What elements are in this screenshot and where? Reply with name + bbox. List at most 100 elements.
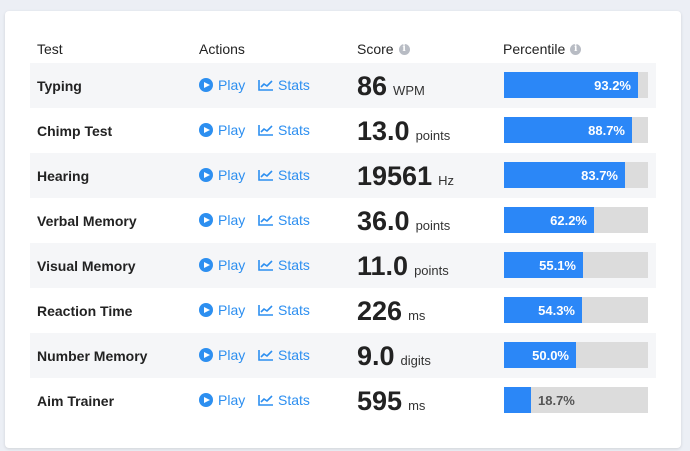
percentile-bar-fill [504,207,594,233]
test-name: Number Memory [37,348,148,364]
score-value: 13.0 [357,116,410,146]
score-unit: ms [408,398,426,413]
stats-button[interactable]: Stats [258,257,310,273]
percentile-bar: 50.0% [504,342,648,368]
play-label: Play [218,302,246,318]
percentile-label: 88.7% [588,123,625,138]
play-button[interactable]: Play [199,212,245,228]
score-unit: WPM [393,83,425,98]
play-label: Play [218,167,246,183]
play-icon [199,168,213,182]
stats-label: Stats [278,392,310,408]
percentile-bar-fill [504,72,638,98]
percentile-bar: 83.7% [504,162,648,188]
score: 595 ms [357,384,425,418]
play-label: Play [218,77,246,93]
play-button[interactable]: Play [199,77,245,93]
stats-label: Stats [278,257,310,273]
stats-button[interactable]: Stats [258,122,310,138]
results-table: Typing Play Stats 86 WPM 93.2% Chimp Tes… [30,63,656,423]
play-button[interactable]: Play [199,257,245,273]
table-header: Test Actions Score i Percentile i [5,38,681,60]
play-button[interactable]: Play [199,302,245,318]
score-unit: ms [408,308,426,323]
test-name: Typing [37,78,82,94]
test-name: Reaction Time [37,303,133,319]
percentile-label: 83.7% [581,168,618,183]
stats-label: Stats [278,212,310,228]
chart-line-icon [258,125,273,136]
percentile-bar: 62.2% [504,207,648,233]
stats-label: Stats [278,302,310,318]
table-row: Visual Memory Play Stats 11.0 points 55.… [30,243,656,288]
percentile-bar: 54.3% [504,297,648,323]
score-unit: digits [400,353,431,368]
play-label: Play [218,122,246,138]
table-row: Aim Trainer Play Stats 595 ms 18.7% [30,378,656,423]
stats-button[interactable]: Stats [258,212,310,228]
percentile-bar: 18.7% [504,387,648,413]
play-icon [199,213,213,227]
table-row: Reaction Time Play Stats 226 ms 54.3% [30,288,656,333]
header-score: Score i [357,41,410,57]
score-unit: points [415,128,451,143]
percentile-bar-fill [504,252,583,278]
score: 11.0 points [357,249,449,283]
stats-button[interactable]: Stats [258,392,310,408]
stats-button[interactable]: Stats [258,167,310,183]
play-icon [199,303,213,317]
score: 226 ms [357,294,425,328]
play-icon [199,393,213,407]
chart-line-icon [258,305,273,316]
chart-line-icon [258,260,273,271]
test-name: Visual Memory [37,258,136,274]
play-button[interactable]: Play [199,392,245,408]
percentile-bar: 55.1% [504,252,648,278]
percentile-bar-fill [504,387,531,413]
score-unit: points [415,218,451,233]
test-name: Aim Trainer [37,393,115,409]
stats-label: Stats [278,122,310,138]
stats-button[interactable]: Stats [258,302,310,318]
play-icon [199,348,213,362]
play-label: Play [218,392,246,408]
play-button[interactable]: Play [199,167,245,183]
percentile-bar: 93.2% [504,72,648,98]
table-row: Hearing Play Stats 19561 Hz 83.7% [30,153,656,198]
play-icon [199,78,213,92]
test-name: Hearing [37,168,90,184]
header-test-label: Test [37,41,63,57]
info-icon[interactable]: i [570,43,582,55]
header-actions-label: Actions [199,41,245,57]
test-name: Chimp Test [37,123,113,139]
stats-label: Stats [278,347,310,363]
score-value: 19561 [357,161,433,191]
percentile-bar-fill [504,297,582,323]
table-row: Chimp Test Play Stats 13.0 points 88.7% [30,108,656,153]
percentile-bar-fill [504,342,576,368]
test-name: Verbal Memory [37,213,137,229]
score-value: 595 [357,386,403,416]
stats-button[interactable]: Stats [258,347,310,363]
table-row: Number Memory Play Stats 9.0 digits 50.0… [30,333,656,378]
percentile-bar-fill [504,117,632,143]
play-button[interactable]: Play [199,122,245,138]
score-value: 11.0 [357,251,409,281]
score: 86 WPM [357,69,425,103]
stats-button[interactable]: Stats [258,77,310,93]
percentile-bar: 88.7% [504,117,648,143]
score: 13.0 points [357,114,450,148]
score-value: 226 [357,296,403,326]
stats-label: Stats [278,77,310,93]
info-icon[interactable]: i [398,43,410,55]
percentile-label: 50.0% [532,348,569,363]
play-button[interactable]: Play [199,347,245,363]
percentile-label: 62.2% [550,213,587,228]
score-unit: points [414,263,449,278]
stats-card: Test Actions Score i Percentile i Typing… [5,11,681,448]
percentile-label: 93.2% [594,78,631,93]
score-value: 36.0 [357,206,410,236]
percentile-bar-fill [504,162,625,188]
header-percentile: Percentile i [503,41,582,57]
play-label: Play [218,212,246,228]
